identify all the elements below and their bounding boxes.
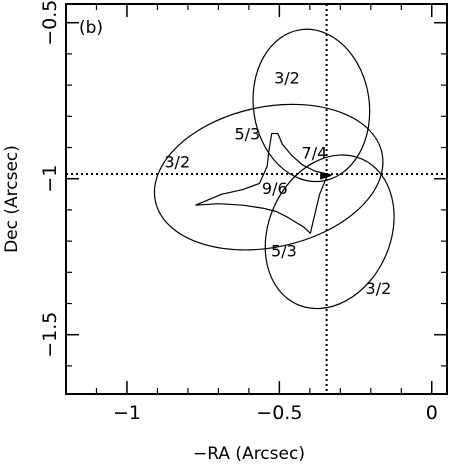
region-label: 5/3	[271, 242, 297, 261]
region-label: 7/4	[302, 143, 328, 162]
region-label: 3/2	[164, 153, 190, 172]
region-label: 3/2	[366, 279, 392, 298]
critical-curve-ellipse-3	[264, 154, 395, 310]
x-tick-label: −1	[113, 402, 141, 424]
region-label: 5/3	[234, 125, 260, 144]
y-tick-label: −1.5	[39, 312, 61, 358]
region-label: 3/2	[274, 68, 300, 87]
panel-label: (b)	[79, 18, 103, 38]
y-tick-label: −1	[39, 165, 61, 193]
region-label: 9/6	[262, 179, 288, 198]
x-tick-label: 0	[426, 402, 438, 424]
plot-frame	[65, 3, 448, 395]
y-axis-title: Dec (Arcsec)	[2, 145, 22, 253]
y-tick-label: −0.5	[39, 0, 61, 46]
x-axis-title: −RA (Arcsec)	[193, 444, 305, 464]
critical-curve-ellipse-2	[153, 103, 384, 251]
x-tick-label: −0.5	[256, 402, 302, 424]
critical-curve-ellipse-1	[252, 28, 371, 183]
